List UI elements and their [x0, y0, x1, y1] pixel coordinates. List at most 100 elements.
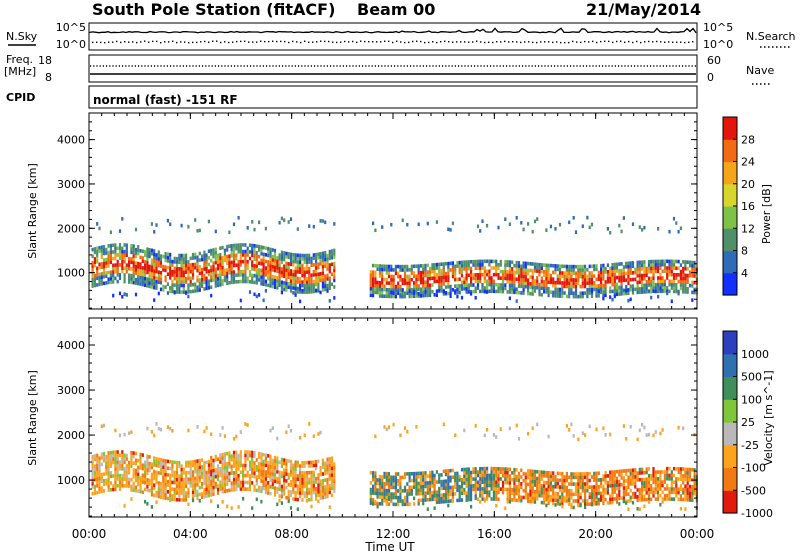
heatmap-cell — [574, 492, 578, 497]
heatmap-cell — [121, 480, 124, 485]
heatmap-cell — [299, 494, 302, 499]
heatmap-cell — [235, 484, 238, 488]
heatmap-cell — [636, 471, 639, 475]
heatmap-cell — [625, 271, 628, 276]
heatmap-cell — [271, 261, 274, 266]
heatmap-cell — [191, 463, 195, 468]
heatmap-cell — [424, 494, 427, 499]
nsearch-point — [152, 40, 154, 43]
heatmap-cell — [128, 464, 131, 468]
heatmap-cell — [146, 426, 149, 431]
heatmap-cell — [326, 263, 329, 268]
heatmap-cell — [543, 269, 546, 274]
heatmap-cell — [271, 485, 274, 490]
heatmap-cell — [385, 492, 388, 496]
heatmap-cell — [319, 482, 322, 487]
heatmap-cell — [474, 276, 477, 280]
heatmap-cell — [308, 266, 311, 271]
heatmap-cell — [465, 283, 468, 288]
heatmap-cell — [299, 491, 302, 495]
heatmap-cell — [483, 473, 486, 478]
heatmap-cell — [148, 455, 151, 459]
heatmap-cell — [638, 488, 641, 492]
heatmap-cell — [440, 486, 443, 491]
heatmap-cell — [315, 460, 318, 464]
heatmap-cell — [112, 243, 115, 248]
heatmap-cell — [552, 283, 555, 288]
heatmap-cell — [223, 258, 226, 263]
heatmap-cell — [486, 483, 489, 488]
heatmap-cell — [305, 263, 309, 268]
heatmap-cell — [515, 478, 518, 482]
heatmap-cell — [424, 293, 427, 298]
heatmap-cell — [93, 263, 96, 268]
heatmap-cell — [214, 485, 217, 489]
heatmap-cell — [577, 437, 580, 442]
heatmap-cell — [299, 470, 302, 475]
heatmap-cell — [435, 266, 438, 270]
heatmap-cell — [417, 475, 420, 479]
heatmap-cell — [378, 474, 381, 479]
heatmap-cell — [540, 494, 543, 498]
heatmap-cell — [283, 281, 286, 285]
heatmap-cell — [262, 298, 265, 303]
heatmap-cell — [554, 284, 557, 288]
heatmap-cell — [595, 491, 598, 496]
heatmap-cell — [666, 466, 669, 471]
heatmap-cell — [292, 282, 295, 287]
freq-tick-high: 18 — [38, 54, 52, 67]
heatmap-cell — [299, 481, 302, 485]
heatmap-cell — [597, 484, 600, 489]
heatmap-cell — [116, 273, 119, 277]
nsearch-point — [124, 41, 126, 43]
heatmap-cell — [112, 457, 115, 461]
heatmap-cell — [292, 470, 295, 474]
heatmap-cell — [210, 432, 213, 437]
heatmap-cell — [654, 266, 657, 270]
heatmap-cell — [258, 244, 261, 249]
heatmap-cell — [613, 279, 616, 283]
nsearch-point — [208, 41, 210, 43]
heatmap-cell — [301, 471, 304, 475]
heatmap-cell — [251, 260, 254, 264]
heatmap-cell — [107, 451, 110, 455]
nsearch-point — [240, 40, 242, 43]
heatmap-cell — [178, 270, 181, 274]
heatmap-cell — [661, 276, 664, 280]
heatmap-cell — [180, 467, 183, 472]
heatmap-cell — [312, 279, 315, 284]
heatmap-cell — [96, 259, 99, 264]
heatmap-cell — [561, 504, 564, 509]
heatmap-cell — [627, 281, 630, 285]
heatmap-cell — [280, 501, 283, 505]
heatmap-cell — [107, 454, 110, 459]
heatmap-cell — [182, 257, 185, 261]
heatmap-cell — [408, 502, 411, 506]
heatmap-cell — [552, 474, 555, 479]
heatmap-cell — [372, 287, 375, 291]
heatmap-cell — [230, 247, 233, 251]
heatmap-cell — [130, 277, 133, 281]
heatmap-cell — [552, 270, 555, 275]
heatmap-cell — [253, 254, 256, 258]
nsearch-point — [304, 40, 306, 42]
heatmap-cell — [634, 491, 637, 496]
heatmap-cell — [625, 469, 628, 473]
heatmap-cell — [385, 478, 388, 483]
heatmap-cell — [198, 258, 201, 262]
heatmap-cell — [98, 486, 101, 491]
nave-tick-low: 0 — [707, 71, 714, 84]
heatmap-cell — [273, 258, 277, 263]
heatmap-cell — [164, 278, 167, 283]
heatmap-cell — [538, 272, 541, 277]
heatmap-cell — [472, 259, 475, 264]
heatmap-cell — [659, 279, 662, 284]
heatmap-cell — [549, 290, 552, 294]
heatmap-cell — [581, 224, 584, 228]
heatmap-cell — [260, 245, 263, 249]
heatmap-cell — [579, 485, 582, 490]
heatmap-cell — [235, 273, 238, 277]
heatmap-cell — [595, 287, 598, 292]
heatmap-cell — [543, 501, 546, 505]
heatmap-cell — [565, 424, 568, 428]
